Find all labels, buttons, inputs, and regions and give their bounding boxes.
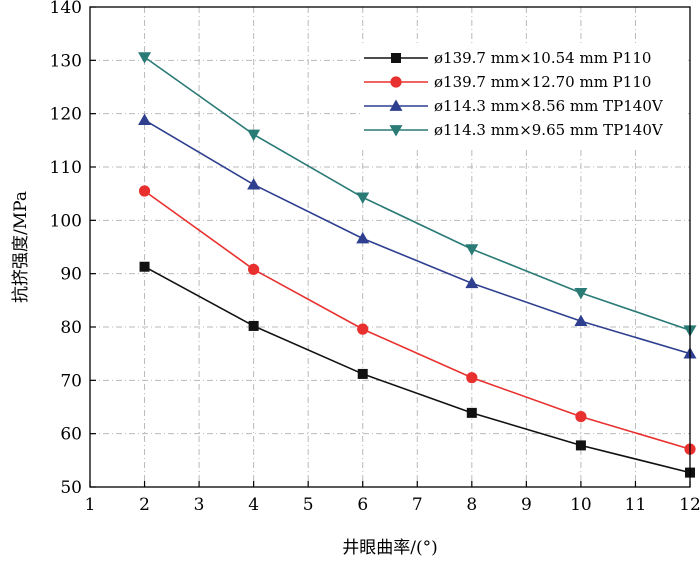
y-tick-label: 130 [50,51,82,71]
legend-entry: ø139.7 mm×10.54 mm P110 [364,49,651,67]
legend: ø139.7 mm×10.54 mm P110 ø139.7 mm×12.70 m… [360,43,688,147]
y-tick-label: 120 [50,105,82,125]
data-point [575,440,586,451]
series-line [144,266,691,474]
data-point [466,407,477,418]
data-point [466,372,478,384]
x-tick-label: 8 [466,495,477,515]
y-tick-label: 50 [60,478,82,498]
legend-label: ø114.3 mm×8.56 mm TP140V [434,97,664,115]
data-point [356,192,370,204]
y-tick-label: 100 [50,211,82,231]
data-point [138,52,152,64]
data-point [247,178,261,190]
x-tick-label: 7 [412,495,423,515]
legend-marker [390,76,402,88]
data-point [575,411,587,423]
legend-marker [391,53,401,63]
legend-marker [389,99,403,111]
data-point [357,323,369,335]
legend-label: ø114.3 mm×9.65 mm TP140V [434,121,664,139]
data-point [574,287,588,300]
x-tick-label: 2 [139,495,150,515]
legend-marker [389,125,403,137]
data-point [357,368,368,379]
legend-label: ø139.7 mm×12.70 mm P110 [434,73,651,91]
data-point [139,261,150,272]
x-tick-label: 3 [194,495,205,515]
legend-label: ø139.7 mm×10.54 mm P110 [434,49,651,67]
data-point [138,185,151,197]
y-tick-label: 80 [60,318,82,338]
data-point [574,314,588,327]
x-tick-label: 12 [679,495,700,515]
series-line [144,190,691,450]
x-tick-label: 11 [625,495,647,515]
x-axis-title: 井眼曲率/(°) [342,538,438,558]
plot-frame [89,6,691,488]
y-tick-label: 90 [60,265,82,285]
series-line [144,56,691,331]
y-axis-title: 抗挤强度/MPa [11,191,31,303]
legend-entry: ø139.7 mm×12.70 mm P110 [364,73,651,91]
y-tick-label: 70 [60,371,82,391]
legend-entry: ø114.3 mm×9.65 mm TP140V [364,121,664,139]
series-line [144,119,691,355]
legend-entry: ø114.3 mm×8.56 mm TP140V [364,97,664,115]
data-point [356,231,370,244]
series-3 [138,113,697,359]
x-tick-label: 10 [570,495,592,515]
data-point [465,276,479,289]
y-tick-label: 60 [60,425,82,445]
x-tick-label: 5 [303,495,314,515]
x-tick-label: 1 [85,495,96,515]
data-point [248,263,260,275]
series-layer [138,52,697,478]
y-tick-label: 140 [50,0,82,18]
data-point [465,244,479,256]
x-tick-label: 6 [357,495,368,515]
y-tick-label: 110 [50,158,82,178]
x-tick-label: 9 [521,495,532,515]
data-point [138,113,152,125]
data-point [248,320,259,331]
x-tick-label: 4 [248,495,259,515]
data-point [247,129,261,141]
